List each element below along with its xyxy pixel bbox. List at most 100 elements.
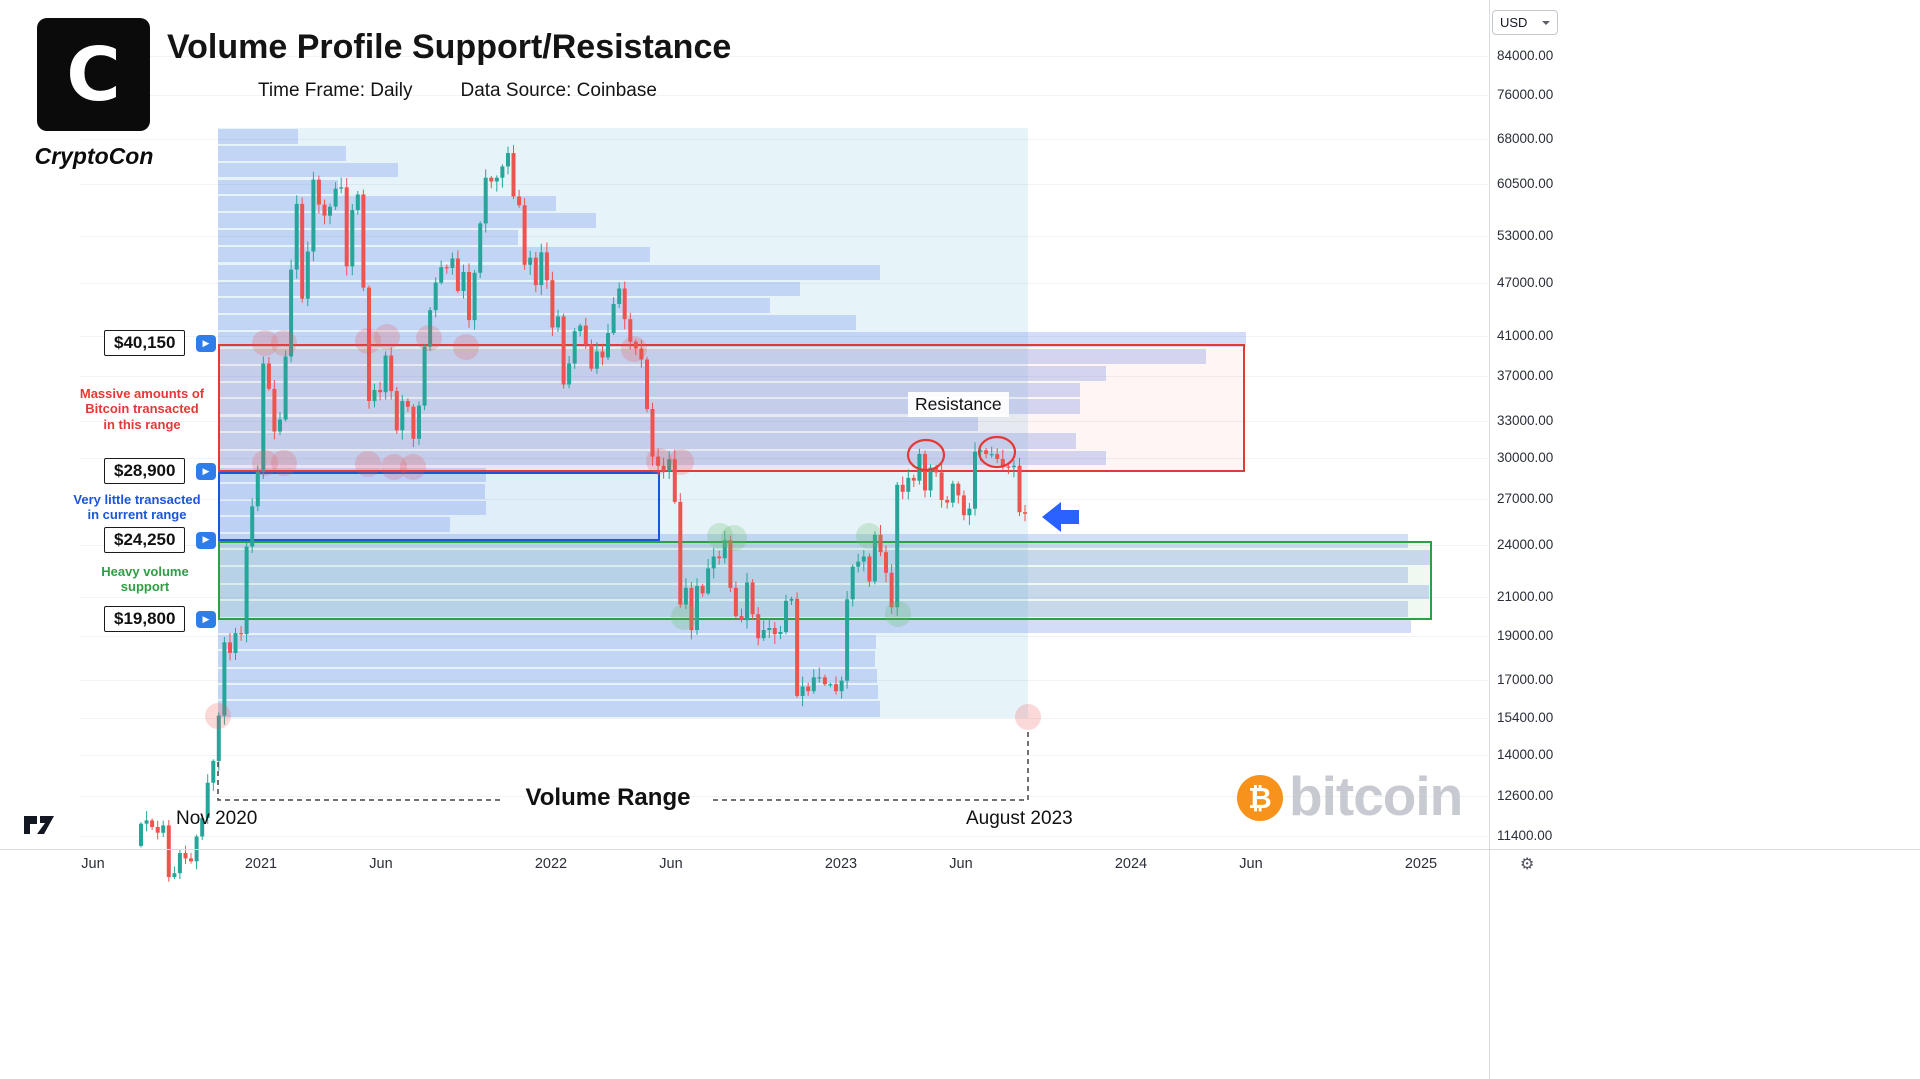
candle-body — [367, 287, 371, 401]
time-axis-label: 2022 — [534, 856, 568, 872]
candle-body — [300, 203, 305, 299]
candle-body — [1000, 459, 1005, 467]
touch-circle-red — [646, 448, 672, 474]
play-icon[interactable]: ▶ — [196, 335, 216, 353]
play-icon[interactable]: ▶ — [196, 531, 216, 549]
candle-body — [383, 355, 388, 393]
candle-body — [322, 204, 327, 216]
time-axis-label: 2025 — [1404, 856, 1438, 872]
price-axis-label: 37000.00 — [1497, 368, 1554, 383]
resistance-zone — [218, 344, 1245, 473]
play-icon[interactable]: ▶ — [196, 463, 216, 481]
candle-body — [978, 450, 983, 452]
volume-profile-bar — [218, 450, 1106, 466]
candle-body — [417, 405, 421, 439]
volume-profile-bar — [218, 264, 880, 280]
price-axis-label: 12600.00 — [1497, 788, 1554, 804]
time-axis-label: 2024 — [1114, 856, 1148, 872]
candle-body — [266, 363, 271, 389]
candle-body — [822, 677, 827, 685]
candle-body — [917, 454, 922, 481]
touch-circle-red — [400, 454, 426, 480]
candle-body — [478, 223, 483, 273]
gridline — [80, 755, 1489, 757]
candle-body — [272, 388, 277, 432]
candle-body — [895, 484, 900, 608]
volume-profile-bar — [218, 500, 486, 516]
candle-body — [522, 205, 527, 265]
candle-body — [228, 642, 232, 653]
note-little-transacted: Very little transacted in current range — [61, 492, 213, 523]
candle-body — [211, 760, 216, 783]
candle-body — [444, 267, 449, 269]
candle-body — [494, 177, 499, 182]
time-axis-label: Jun — [949, 856, 973, 872]
time-axis-label: Jun — [369, 856, 393, 872]
candle-body — [422, 346, 427, 406]
candle-body — [683, 587, 688, 605]
candle-body — [828, 684, 833, 686]
candle-body — [172, 873, 177, 877]
gridline — [80, 138, 1489, 140]
bitcoin-icon: ₿ — [1237, 775, 1283, 821]
candle-body — [772, 628, 777, 635]
price-tag: $28,900 — [104, 458, 186, 485]
time-axis-label: Jun — [81, 856, 105, 872]
candle-body — [261, 363, 266, 472]
play-icon[interactable]: ▶ — [196, 611, 216, 628]
gridline — [80, 718, 1489, 720]
candle-body — [472, 272, 477, 321]
candle-body — [756, 614, 761, 639]
gridline — [80, 835, 1489, 837]
axis-settings-gear-icon[interactable]: ⚙ — [1520, 854, 1535, 873]
candle-body — [956, 483, 961, 496]
candle-body — [711, 556, 716, 569]
candle-body — [222, 642, 227, 716]
candle-body — [617, 288, 622, 304]
note-line: Bitcoin transacted — [85, 401, 199, 417]
candle-body — [400, 401, 405, 431]
candle-body — [289, 269, 294, 357]
volume-profile-bar — [218, 601, 1408, 617]
candle-body — [411, 406, 416, 439]
candle-body — [461, 272, 466, 291]
candle-body — [767, 628, 772, 630]
candle-body — [189, 858, 193, 862]
candle-body — [1017, 465, 1022, 513]
tradingview-logo[interactable] — [22, 812, 58, 838]
volume-profile-bar — [218, 331, 1246, 347]
candle-body — [706, 568, 711, 594]
candle-body — [845, 599, 850, 681]
volume-profile-bar — [218, 618, 1411, 633]
touch-circle-red — [252, 450, 278, 476]
candle-body — [511, 153, 516, 197]
candle-body — [294, 203, 299, 270]
price-axis-label: 14000.00 — [1497, 747, 1554, 763]
candle-body — [455, 258, 460, 291]
gridline — [80, 282, 1489, 284]
currency-dropdown[interactable]: USD — [1492, 10, 1558, 35]
price-axis-label: 30000.00 — [1497, 449, 1554, 465]
candle-body — [166, 825, 171, 877]
candle-body — [745, 582, 749, 621]
note-heavy-support: Heavy volume support — [90, 564, 200, 595]
currency-value: USD — [1500, 15, 1528, 30]
candle-body — [489, 177, 494, 182]
candle-body — [150, 820, 155, 827]
candle-body — [316, 179, 321, 205]
touch-circle-red — [355, 328, 381, 354]
range-start-label: Nov 2020 — [176, 808, 258, 829]
candle-body — [861, 556, 866, 562]
touch-circle-green — [707, 523, 733, 549]
price-axis-label: 11400.00 — [1497, 827, 1553, 843]
price-axis-label: 24000.00 — [1497, 537, 1554, 552]
candle-body — [194, 836, 199, 862]
candle-body — [733, 587, 738, 617]
resistance-label: Resistance — [908, 392, 1009, 417]
candle-body — [328, 206, 332, 216]
volume-profile-bar — [218, 145, 346, 161]
touch-circle-red — [271, 450, 297, 476]
support-zone — [218, 540, 1432, 620]
gridline — [80, 56, 1489, 57]
touch-circle-red — [668, 449, 694, 475]
